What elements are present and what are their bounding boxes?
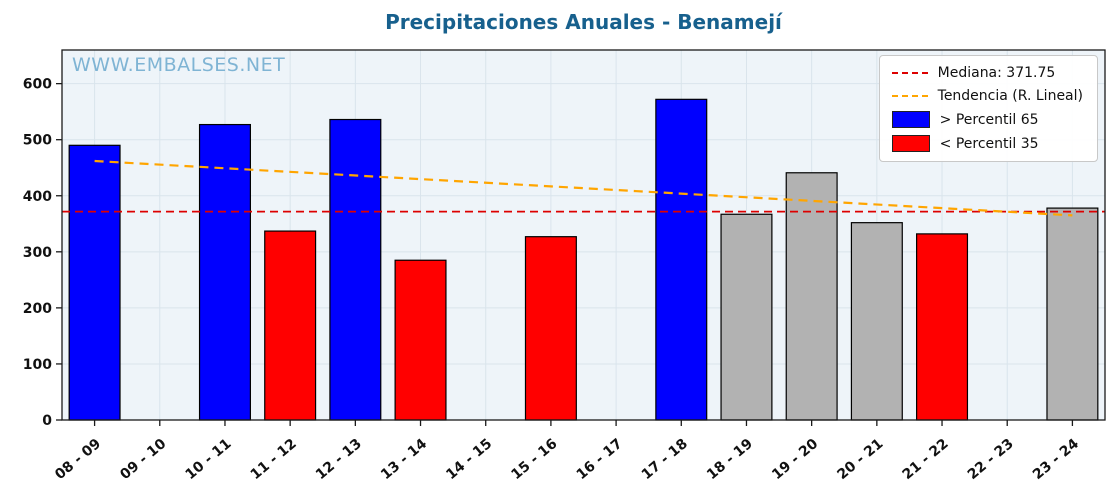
x-tick-label: 20 - 21 — [834, 436, 886, 483]
x-tick-label: 16 - 17 — [574, 436, 626, 483]
y-tick-label: 200 — [23, 301, 52, 317]
legend-row-trend: Tendencia (R. Lineal) — [891, 88, 1083, 104]
bar-12-13 — [329, 118, 382, 421]
legend-label-median: Mediana: 371.75 — [937, 65, 1056, 81]
x-tick-label: 22 - 23 — [965, 436, 1017, 483]
bar-19-20 — [785, 172, 838, 421]
x-tick-label: 19 - 20 — [769, 436, 821, 483]
bar-20-21 — [850, 222, 903, 421]
axes-border — [61, 49, 1106, 421]
legend-row-above-percentile: > Percentil 65 — [891, 111, 1083, 128]
x-tick-label: 17 - 18 — [639, 436, 691, 483]
bar-18-19 — [720, 213, 773, 421]
x-tick-label: 23 - 24 — [1030, 436, 1082, 483]
x-tick-label: 21 - 22 — [900, 436, 952, 483]
trend-line-sample — [891, 95, 928, 97]
bar-17-18 — [655, 98, 708, 421]
legend-row-below-percentile: < Percentil 35 — [891, 135, 1083, 152]
y-tick-label: 0 — [42, 413, 52, 429]
chart-title: Precipitaciones Anuales - Benamejí — [385, 10, 782, 34]
bar-13-14 — [394, 259, 447, 421]
trend-line — [94, 159, 1073, 217]
x-tick-label: 12 - 13 — [313, 436, 365, 483]
watermark-text: WWW.EMBALSES.NET — [72, 54, 286, 76]
bar-23-24 — [1046, 207, 1099, 421]
y-tick-label: 300 — [23, 245, 52, 261]
legend-label-above: > Percentil 65 — [939, 111, 1039, 128]
legend-label-trend: Tendencia (R. Lineal) — [937, 88, 1083, 104]
median-line-sample — [891, 72, 928, 74]
y-tick-label: 600 — [23, 77, 52, 93]
x-tick-label: 09 - 10 — [117, 436, 169, 483]
legend-label-below: < Percentil 35 — [939, 135, 1039, 152]
y-tick-label: 400 — [23, 189, 52, 205]
above-percentile-swatch — [891, 111, 930, 128]
x-tick-label: 14 - 15 — [443, 436, 495, 483]
x-tick-label: 11 - 12 — [248, 436, 300, 483]
x-tick-label: 08 - 09 — [52, 436, 104, 483]
bar-15-16 — [524, 236, 577, 421]
below-percentile-swatch — [891, 135, 930, 152]
bar-11-12 — [264, 230, 317, 421]
x-tick-label: 13 - 14 — [378, 436, 430, 483]
y-tick-label: 100 — [23, 357, 52, 373]
y-tick-label: 500 — [23, 133, 52, 149]
legend: Mediana: 371.75 Tendencia (R. Lineal) > … — [878, 55, 1098, 162]
bar-21-22 — [916, 233, 969, 421]
x-tick-label: 15 - 16 — [508, 436, 560, 483]
legend-row-median: Mediana: 371.75 — [891, 65, 1083, 81]
x-tick-label: 18 - 19 — [704, 436, 756, 483]
bar-10-11 — [198, 123, 251, 421]
bar-08-09 — [68, 144, 121, 421]
x-tick-label: 10 - 11 — [182, 436, 234, 483]
